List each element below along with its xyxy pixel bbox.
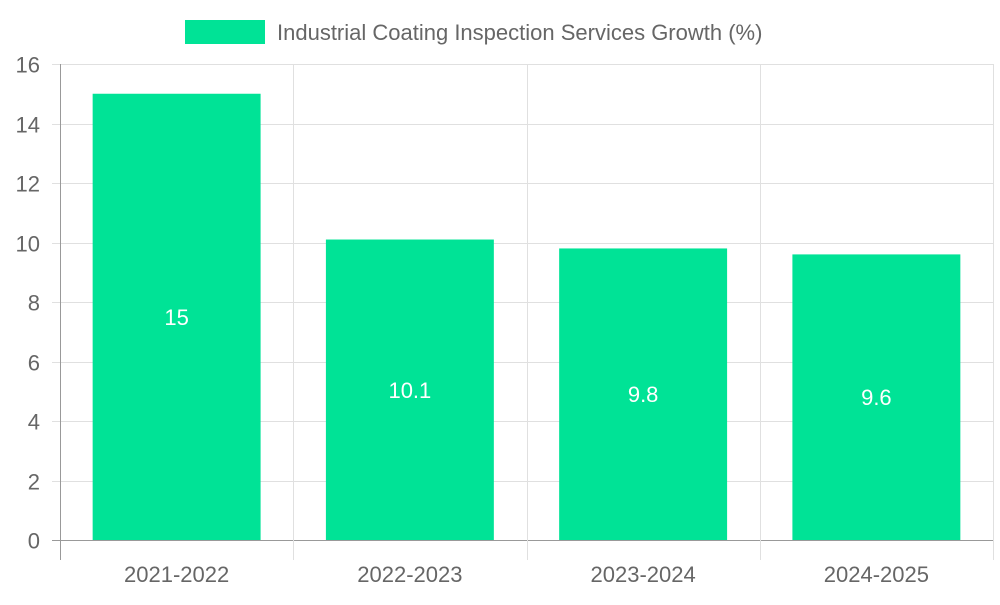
y-tick-label: 4 <box>28 410 40 435</box>
y-tick-label: 14 <box>16 113 40 138</box>
bar-2022-2023[interactable] <box>325 239 494 540</box>
legend-swatch <box>185 20 265 44</box>
y-tick-label: 16 <box>16 53 40 78</box>
data-label: 15 <box>164 305 188 330</box>
data-label: 10.1 <box>388 378 431 403</box>
data-label: 9.6 <box>861 385 892 410</box>
x-tick-label: 2022-2023 <box>357 562 462 587</box>
bar-2024-2025[interactable] <box>792 254 961 540</box>
legend[interactable]: Industrial Coating Inspection Services G… <box>185 20 762 45</box>
data-labels: 15 10.1 9.8 9.6 <box>164 305 891 410</box>
x-tick-label: 2024-2025 <box>824 562 929 587</box>
bars <box>92 93 961 540</box>
y-tick-label: 12 <box>16 172 40 197</box>
data-label: 9.8 <box>628 382 659 407</box>
y-tick-label: 0 <box>28 529 40 554</box>
x-tick-label: 2023-2024 <box>591 562 696 587</box>
axes: 0 2 4 6 8 10 12 14 16 2021-2022 2022-2023 2023-2024… <box>16 53 929 588</box>
y-tick-label: 6 <box>28 351 40 376</box>
bar-2023-2024[interactable] <box>559 248 728 540</box>
y-tick-label: 2 <box>28 470 40 495</box>
y-tick-label: 8 <box>28 291 40 316</box>
legend-label: Industrial Coating Inspection Services G… <box>277 20 762 45</box>
y-tick-label: 10 <box>16 232 40 257</box>
x-tick-label: 2021-2022 <box>124 562 229 587</box>
bar-2021-2022[interactable] <box>92 93 261 540</box>
